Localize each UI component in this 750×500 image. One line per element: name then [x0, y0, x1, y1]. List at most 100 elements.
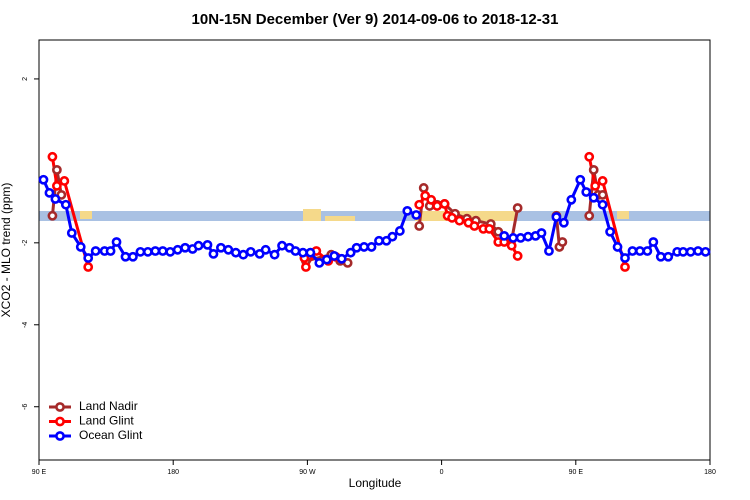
data-point	[588, 192, 599, 203]
legend-label: Land Nadir	[79, 399, 138, 413]
data-point	[105, 246, 116, 256]
data-point	[277, 240, 287, 251]
data-point	[329, 251, 340, 261]
data-point	[366, 242, 377, 252]
data-point	[512, 203, 523, 213]
data-point	[47, 210, 58, 221]
data-point	[693, 246, 703, 256]
data-point	[230, 247, 241, 258]
data-point	[394, 226, 405, 236]
data-point	[345, 247, 356, 258]
data-point	[223, 244, 234, 255]
legend-marker	[55, 402, 65, 412]
y-tick-label: -6	[22, 404, 29, 410]
y-tick-label: -2	[22, 240, 29, 246]
data-point	[655, 251, 666, 262]
data-point	[597, 199, 608, 210]
data-point	[59, 176, 70, 186]
data-point	[551, 212, 562, 222]
data-point	[627, 246, 638, 256]
x-tick-label: 90 W	[299, 469, 316, 476]
legend-label: Ocean Glint	[79, 428, 143, 442]
data-point	[142, 246, 153, 257]
x-tick-label: 180	[167, 469, 179, 476]
data-point	[557, 237, 568, 247]
data-point	[575, 174, 586, 185]
data-point	[588, 164, 599, 175]
data-point	[612, 242, 623, 252]
data-point	[44, 187, 55, 198]
data-point	[336, 253, 347, 264]
legend-marker	[55, 416, 65, 427]
data-point	[135, 246, 146, 257]
data-point	[700, 246, 711, 257]
data-point	[238, 249, 249, 260]
data-point	[216, 242, 226, 253]
x-tick-label: 0	[440, 469, 444, 476]
data-point	[193, 240, 204, 251]
data-point	[351, 242, 362, 253]
data-point	[83, 253, 94, 263]
data-point	[290, 246, 301, 256]
data-point	[387, 231, 398, 242]
y-tick-label: 2	[22, 77, 29, 81]
data-point	[515, 233, 526, 243]
data-point	[620, 262, 630, 272]
data-point	[597, 189, 608, 200]
data-point	[566, 194, 577, 205]
data-point	[411, 210, 422, 220]
data-point	[359, 242, 369, 252]
data-point	[60, 199, 71, 210]
data-point	[439, 199, 450, 209]
data-point	[374, 235, 384, 246]
data-point	[128, 251, 138, 262]
data-point	[414, 199, 425, 210]
data-point	[314, 258, 325, 268]
data-point	[685, 246, 696, 257]
x-tick-label: 90 E	[569, 469, 584, 476]
data-point	[432, 201, 443, 211]
data-point	[663, 251, 674, 262]
data-point	[447, 212, 457, 223]
data-point	[180, 242, 191, 253]
data-point	[402, 205, 413, 216]
chart-title: 10N-15N December (Ver 9) 2014-09-06 to 2…	[192, 11, 559, 28]
data-point	[150, 246, 161, 256]
data-point	[305, 247, 316, 258]
data-point	[298, 247, 308, 258]
data-point	[301, 262, 311, 272]
data-point	[208, 248, 219, 259]
data-point	[506, 240, 517, 251]
data-point	[50, 194, 61, 204]
x-axis-label: Longitude	[349, 476, 402, 490]
data-point	[426, 194, 437, 205]
map-strip	[39, 211, 710, 221]
data-point	[51, 164, 62, 175]
data-point	[454, 215, 465, 226]
data-point	[245, 246, 256, 257]
data-point	[523, 231, 533, 242]
data-point	[648, 237, 659, 247]
data-point	[635, 246, 645, 256]
data-point	[536, 228, 547, 238]
data-point	[165, 246, 176, 257]
data-point	[111, 237, 122, 247]
data-point	[260, 244, 271, 255]
data-point	[605, 226, 615, 237]
data-point	[414, 221, 425, 231]
legend-label: Land Glint	[79, 414, 134, 428]
data-point	[544, 246, 554, 256]
data-point	[590, 180, 601, 191]
data-point	[75, 242, 86, 252]
data-point	[484, 223, 495, 234]
data-point	[597, 176, 608, 186]
data-point	[120, 251, 131, 262]
data-point	[269, 249, 280, 260]
data-point	[469, 221, 480, 231]
data-point	[66, 228, 77, 238]
data-point	[47, 151, 58, 162]
data-point	[38, 174, 49, 185]
data-point	[584, 151, 595, 162]
legend-marker	[55, 431, 65, 441]
